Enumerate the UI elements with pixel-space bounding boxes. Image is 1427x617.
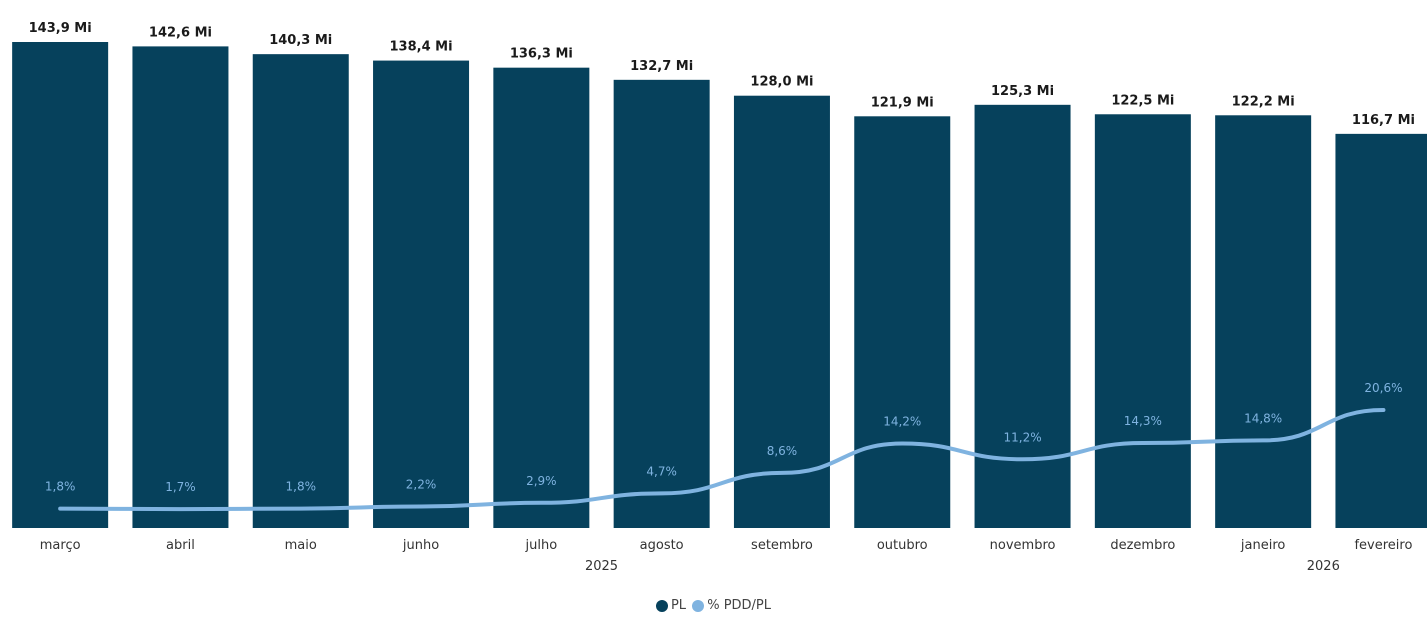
line-label-3: 2,2%: [406, 477, 437, 491]
legend: PL % PDD/PL: [0, 598, 1427, 616]
legend-label-pl: PL: [670, 598, 687, 613]
x-tick-4: julho: [525, 538, 558, 553]
x-tick-7: outubro: [877, 538, 928, 553]
x-tick-6: setembro: [751, 538, 813, 553]
x-axis-years: 2025 2026: [585, 559, 1340, 574]
x-tick-10: janeiro: [1240, 538, 1285, 553]
line-label-5: 4,7%: [646, 464, 677, 478]
bar-pl-4: [493, 67, 590, 529]
chart: 143,9 Mi 142,6 Mi 140,3 Mi 138,4 Mi 136,3 Mi…: [12, 21, 1427, 574]
bar-pl-0: [12, 42, 109, 528]
bar-pl-3: [373, 60, 470, 528]
line-label-4: 2,9%: [526, 474, 557, 488]
bar-label-10: 122,2 Mi: [1232, 94, 1295, 109]
line-label-10: 14,8%: [1244, 411, 1282, 425]
bar-label-2: 140,3 Mi: [269, 33, 332, 48]
x-tick-2: maio: [285, 538, 317, 553]
line-label-2: 1,8%: [286, 480, 317, 494]
x-axis: março abril maio junho julho agosto setembro ou…: [40, 538, 1413, 553]
bar-label-9: 122,5 Mi: [1111, 93, 1174, 108]
legend-marker-pdd: [692, 599, 705, 612]
x-tick-0: março: [40, 538, 81, 553]
x-tick-1: abril: [166, 538, 195, 553]
bar-pl-2: [252, 54, 349, 528]
line-label-6: 8,6%: [767, 444, 798, 458]
line-labels-layer: 1,8% 1,7% 1,8% 2,2% 2,9% 4,7% 8,6% 14,2% 11,2% 14…: [45, 381, 1403, 494]
bar-label-7: 121,9 Mi: [871, 95, 934, 110]
bar-label-8: 125,3 Mi: [991, 84, 1054, 99]
line-label-0: 1,8%: [45, 480, 76, 494]
line-label-8: 11,2%: [1003, 430, 1041, 444]
bar-pl-8: [974, 104, 1071, 528]
x-year-1: 2026: [1307, 559, 1340, 574]
bar-pl-9: [1094, 114, 1191, 528]
line-label-11: 20,6%: [1364, 381, 1402, 395]
x-tick-3: junho: [402, 538, 439, 553]
bar-pl-1: [132, 46, 229, 528]
bar-label-6: 128,0 Mi: [750, 75, 813, 90]
bar-label-0: 143,9 Mi: [29, 21, 92, 36]
line-layer: [58, 408, 1386, 512]
legend-label-pdd: % PDD/PL: [707, 598, 772, 613]
bar-pl-7: [854, 116, 951, 528]
bar-pl-10: [1215, 115, 1312, 528]
legend-item-pdd[interactable]: % PDD/PL: [692, 598, 771, 613]
x-tick-9: dezembro: [1110, 538, 1175, 553]
bar-pl-5: [613, 79, 710, 529]
x-tick-8: novembro: [990, 538, 1056, 553]
bar-label-3: 138,4 Mi: [390, 40, 453, 55]
x-tick-11: fevereiro: [1354, 538, 1412, 553]
bar-pl-6: [733, 95, 830, 528]
x-tick-5: agosto: [640, 538, 684, 553]
legend-item-pl[interactable]: PL: [655, 598, 687, 613]
bar-pl-11: [1335, 133, 1427, 528]
bar-label-1: 142,6 Mi: [149, 25, 212, 40]
legend-marker-pl: [655, 599, 668, 612]
bar-label-4: 136,3 Mi: [510, 47, 573, 62]
bar-labels-layer: 143,9 Mi 142,6 Mi 140,3 Mi 138,4 Mi 136,3 Mi…: [29, 21, 1415, 128]
line-label-1: 1,7%: [165, 480, 196, 494]
bars-layer: [12, 42, 1427, 529]
x-year-0: 2025: [585, 559, 618, 574]
line-label-9: 14,3%: [1124, 414, 1162, 428]
bar-label-11: 116,7 Mi: [1352, 113, 1415, 128]
bar-label-5: 132,7 Mi: [630, 59, 693, 74]
line-label-7: 14,2%: [883, 415, 921, 429]
